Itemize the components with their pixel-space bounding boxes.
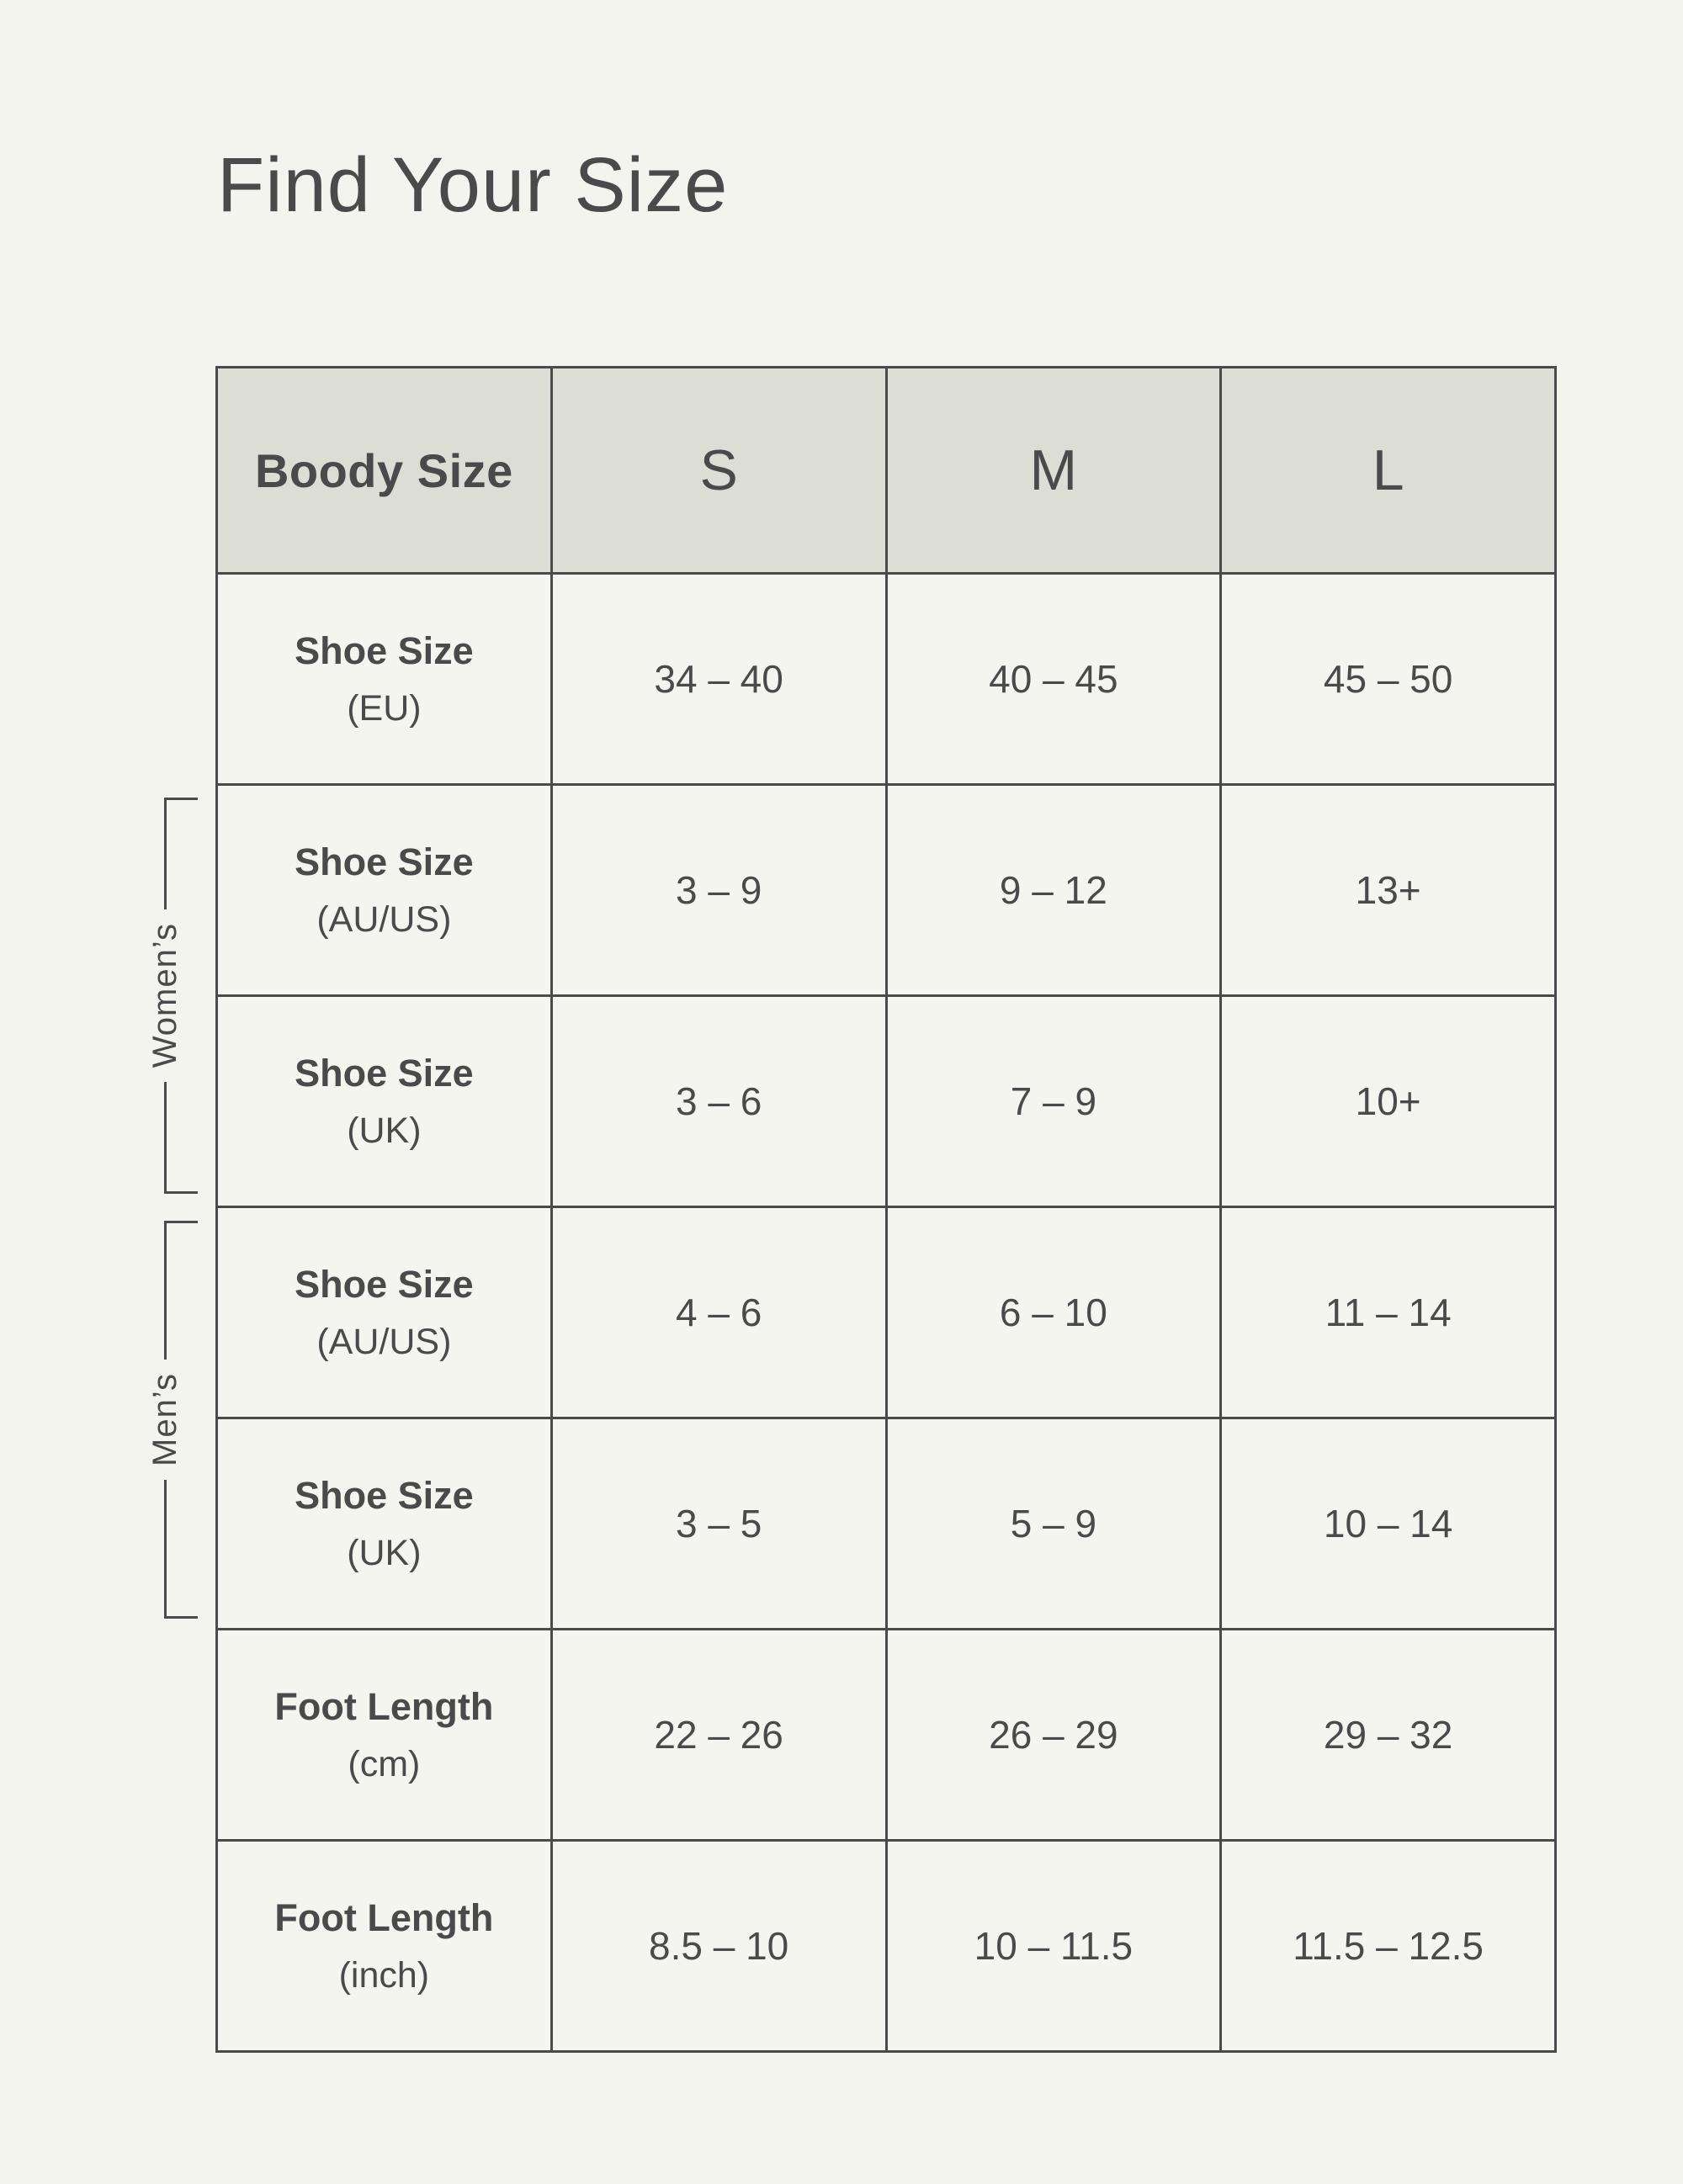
cell-m: 7 – 9 [884,994,1223,1208]
cell-value: 8.5 – 10 [648,1924,789,1968]
header-cell-size-l: L [1219,366,1557,575]
row-label-cell: Shoe Size (AU/US) [215,1206,553,1419]
row-label-cell: Foot Length (inch) [215,1839,553,2053]
cell-value: 5 – 9 [1010,1502,1097,1545]
table-row-mens-shoe-size-uk: Shoe Size (UK) 3 – 5 5 – 9 10 – 14 [215,1417,1557,1630]
bracket-tick-top [164,1221,198,1223]
row-label: Foot Length [274,1895,494,1939]
cell-value: 10+ [1355,1079,1421,1123]
cell-value: 11 – 14 [1325,1291,1452,1334]
size-l-label: L [1372,438,1404,502]
row-unit: (AU/US) [316,899,452,940]
row-unit: (AU/US) [316,1321,452,1362]
page-title: Find Your Size [217,142,729,228]
cell-s: 22 – 26 [549,1628,888,1842]
cell-value: 13+ [1355,868,1421,912]
table-row-foot-length-cm: Foot Length (cm) 22 – 26 26 – 29 29 – 32 [215,1628,1557,1842]
row-label: Shoe Size [295,1262,474,1306]
table-row-shoe-size-eu: Shoe Size (EU) 34 – 40 40 – 45 45 – 50 [215,572,1557,786]
cell-value: 45 – 50 [1323,657,1453,701]
table-row-mens-shoe-size-auus: Shoe Size (AU/US) 4 – 6 6 – 10 11 – 14 [215,1206,1557,1419]
cell-value: 40 – 45 [989,657,1118,701]
bracket-line [164,1223,167,1360]
cell-value: 34 – 40 [654,657,783,701]
bracket-line [164,1480,167,1617]
header-label: Boody Size [254,443,513,497]
table-row-womens-shoe-size-uk: Shoe Size (UK) 3 – 6 7 – 9 10+ [215,994,1557,1208]
row-unit: (EU) [347,687,422,729]
cell-value: 11.5 – 12.5 [1293,1924,1484,1968]
cell-m: 26 – 29 [884,1628,1223,1842]
cell-value: 4 – 6 [675,1291,762,1334]
table-row-womens-shoe-size-auus: Shoe Size (AU/US) 3 – 9 9 – 12 13+ [215,783,1557,997]
cell-l: 10 – 14 [1219,1417,1557,1630]
cell-value: 22 – 26 [654,1713,783,1757]
table-header-row: Boody Size S M L [215,366,1557,575]
bracket-tick-top [164,798,198,800]
cell-value: 3 – 9 [675,868,762,912]
size-s-label: S [699,438,738,502]
size-chart-table: Boody Size S M L Shoe Size (EU) 34 – 40 … [215,366,1557,2053]
row-label: Shoe Size [295,1473,474,1517]
cell-s: 4 – 6 [549,1206,888,1419]
cell-s: 3 – 5 [549,1417,888,1630]
header-cell-boody-size: Boody Size [215,366,553,575]
row-label-cell: Shoe Size (AU/US) [215,783,553,997]
row-unit: (inch) [338,1954,430,1996]
row-unit: (cm) [348,1743,421,1784]
cell-s: 8.5 – 10 [549,1839,888,2053]
row-label: Shoe Size [295,628,474,672]
cell-value: 3 – 5 [675,1502,762,1545]
cell-value: 10 – 14 [1323,1502,1453,1545]
cell-s: 3 – 6 [549,994,888,1208]
cell-value: 29 – 32 [1323,1713,1453,1757]
table-row-foot-length-inch: Foot Length (inch) 8.5 – 10 10 – 11.5 11… [215,1839,1557,2053]
bracket-tick-bottom [164,1616,198,1619]
row-label-cell: Shoe Size (UK) [215,994,553,1208]
cell-s: 34 – 40 [549,572,888,786]
cell-l: 45 – 50 [1219,572,1557,786]
mens-bracket: Men’s [146,1221,199,1619]
row-unit: (UK) [347,1532,422,1573]
row-label: Foot Length [274,1684,494,1728]
row-label-cell: Shoe Size (UK) [215,1417,553,1630]
cell-l: 29 – 32 [1219,1628,1557,1842]
cell-value: 10 – 11.5 [974,1924,1134,1968]
header-cell-size-m: M [884,366,1223,575]
row-label-cell: Foot Length (cm) [215,1628,553,1842]
row-label-cell: Shoe Size (EU) [215,572,553,786]
row-label: Shoe Size [295,840,474,883]
cell-l: 11 – 14 [1219,1206,1557,1419]
row-label: Shoe Size [295,1051,474,1095]
mens-bracket-label: Men’s [146,1373,183,1466]
cell-m: 5 – 9 [884,1417,1223,1630]
row-unit: (UK) [347,1110,422,1151]
cell-value: 3 – 6 [675,1079,762,1123]
cell-m: 9 – 12 [884,783,1223,997]
cell-m: 10 – 11.5 [884,1839,1223,2053]
cell-s: 3 – 9 [549,783,888,997]
cell-value: 6 – 10 [999,1291,1107,1334]
cell-m: 6 – 10 [884,1206,1223,1419]
cell-value: 9 – 12 [999,868,1107,912]
header-cell-size-s: S [549,366,888,575]
cell-l: 11.5 – 12.5 [1219,1839,1557,2053]
bracket-line [164,800,167,910]
size-m-label: M [1029,438,1078,502]
cell-value: 26 – 29 [989,1713,1118,1757]
cell-l: 13+ [1219,783,1557,997]
cell-value: 7 – 9 [1010,1079,1097,1123]
cell-l: 10+ [1219,994,1557,1208]
bracket-tick-bottom [164,1191,198,1195]
womens-bracket: Women’s [146,798,199,1195]
bracket-line [164,1081,167,1192]
cell-m: 40 – 45 [884,572,1223,786]
womens-bracket-label: Women’s [146,923,183,1068]
